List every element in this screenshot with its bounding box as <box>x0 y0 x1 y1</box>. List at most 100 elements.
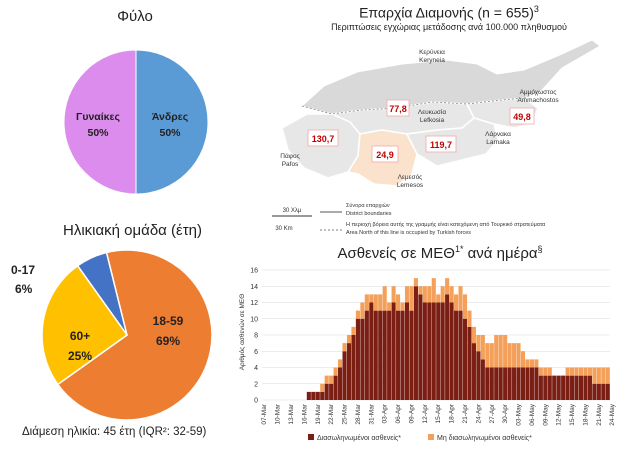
bar-non-intubated <box>592 367 597 384</box>
age-chart-title: Ηλικιακή ομάδα (έτη) <box>63 222 202 239</box>
bar-intubated <box>507 367 512 400</box>
value-lemesos: 24,9 <box>376 150 394 160</box>
x-tick-label: 16-Mar <box>301 403 308 424</box>
bar-intubated <box>565 375 570 400</box>
x-tick-label: 19-Mar <box>315 403 322 424</box>
age-slice-18-59 <box>56 250 213 421</box>
bar-intubated <box>570 375 575 400</box>
label-ammochostos-gr: Αμμόχωστος <box>520 88 557 96</box>
x-tick-label: 09-Apr <box>408 403 415 423</box>
bar-intubated <box>503 367 508 400</box>
bar-non-intubated <box>431 278 436 303</box>
bar-non-intubated <box>529 359 534 368</box>
bar-intubated <box>391 302 396 400</box>
label-pafos-gr: Πάφος <box>280 152 299 160</box>
value-ammochostos: 49,8 <box>513 112 531 122</box>
bar-intubated <box>369 302 374 400</box>
bar-non-intubated <box>458 286 463 311</box>
median-age-note: Διάμεση ηλικία: 45 έτη (IQR²: 32-59) <box>22 426 207 438</box>
bar-intubated <box>364 310 369 400</box>
bar-non-intubated <box>471 326 476 344</box>
bar-intubated <box>587 375 592 400</box>
y-tick-label: 0 <box>254 398 258 405</box>
bar-intubated <box>315 391 320 400</box>
age-pie-chart: 0-17 6% 18-59 69% 60+ 25% <box>11 250 213 421</box>
bar-intubated <box>512 367 517 400</box>
legend-label-non-intubated: Μη διασωληνωμένοι ασθενείς* <box>437 434 532 442</box>
bar-non-intubated <box>355 310 360 319</box>
bar-non-intubated <box>498 335 503 368</box>
bar-non-intubated <box>574 367 579 376</box>
x-tick-label: 24-Apr <box>475 403 482 423</box>
bar-non-intubated <box>360 302 365 319</box>
value-box-lefkosia <box>386 99 410 117</box>
age-label-18-59: 18-59 <box>153 314 184 328</box>
bar-non-intubated <box>489 343 494 368</box>
bar-non-intubated <box>547 367 552 376</box>
bar-intubated <box>427 302 432 400</box>
label-lefkosia-gr: Λευκωσία <box>418 108 446 116</box>
bar-intubated <box>400 310 405 400</box>
legend-swatch-intubated <box>308 434 314 440</box>
x-tick-label: 15-Apr <box>435 403 442 423</box>
bar-non-intubated <box>382 286 387 311</box>
bar-non-intubated <box>503 335 508 368</box>
bar-intubated <box>382 310 387 400</box>
bar-intubated <box>373 310 378 400</box>
bar-non-intubated <box>400 302 405 311</box>
bar-intubated <box>396 310 401 400</box>
legend-north-gr: Η περιοχή βόρεια αυτής της γραμμής είναι… <box>346 221 546 228</box>
bar-non-intubated <box>333 367 338 376</box>
bar-intubated <box>409 310 414 400</box>
pie-slice-male <box>135 49 209 195</box>
x-tick-label: 18-Apr <box>449 403 456 423</box>
bar-non-intubated <box>418 286 423 295</box>
bar-non-intubated <box>605 367 610 384</box>
x-tick-label: 06-May <box>529 403 536 425</box>
bar-intubated <box>601 383 606 400</box>
bar-intubated <box>476 351 481 400</box>
bar-non-intubated <box>391 286 396 303</box>
x-tick-label: 03-Apr <box>382 403 389 423</box>
label-ammochostos-en: Ammachostos <box>517 97 559 104</box>
y-tick-label: 10 <box>250 316 258 323</box>
bar-intubated <box>480 359 485 400</box>
age-value-0-17: 6% <box>15 282 33 296</box>
bar-intubated <box>485 367 490 400</box>
bar-non-intubated <box>364 294 369 311</box>
bar-intubated <box>534 367 539 400</box>
bar-intubated <box>378 310 383 400</box>
x-tick-label: 07-Mar <box>261 403 268 424</box>
legend-boundary-en: District boundaries <box>346 211 392 217</box>
bar-non-intubated <box>587 367 592 376</box>
bar-intubated <box>556 375 561 400</box>
bar-intubated <box>578 375 584 400</box>
bar-non-intubated <box>369 294 374 303</box>
bar-intubated <box>311 391 316 400</box>
bar-non-intubated <box>578 367 584 376</box>
label-lemesos-gr: Λεμεσός <box>398 173 423 181</box>
bar-non-intubated <box>543 367 548 376</box>
age-label-60-plus: 60+ <box>70 329 90 343</box>
label-pafos-en: Pafos <box>282 161 299 168</box>
bar-non-intubated <box>427 286 432 303</box>
bar-intubated <box>547 375 552 400</box>
bar-intubated <box>346 343 352 400</box>
value-box-pafos <box>307 129 339 147</box>
bar-intubated <box>320 391 325 400</box>
x-tick-label: 31-Mar <box>368 403 375 424</box>
bar-intubated <box>404 302 410 400</box>
legend-boundary-gr: Σύνορα επαρχιών <box>346 202 390 209</box>
bar-intubated <box>516 367 521 400</box>
bar-non-intubated <box>436 294 441 303</box>
bar-intubated <box>596 383 601 400</box>
pie-slice-female <box>63 49 137 195</box>
icu-y-axis-label: Αριθμός ασθενών σε ΜΕΘ <box>238 294 246 371</box>
pie-label-female: Γυναίκες <box>76 111 120 123</box>
bar-intubated <box>333 375 338 400</box>
bar-intubated <box>529 367 534 400</box>
bar-non-intubated <box>476 335 481 352</box>
bar-intubated <box>418 294 423 400</box>
bar-intubated <box>449 302 454 400</box>
bar-non-intubated <box>422 286 427 303</box>
